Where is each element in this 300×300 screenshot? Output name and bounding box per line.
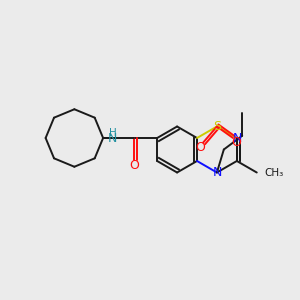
Text: O: O	[129, 159, 139, 172]
Text: S: S	[213, 120, 221, 133]
Text: H: H	[109, 128, 116, 138]
Text: N: N	[108, 133, 117, 146]
Text: O: O	[231, 136, 241, 149]
Text: N: N	[213, 166, 223, 179]
Text: O: O	[195, 141, 205, 154]
Text: CH₃: CH₃	[265, 167, 284, 178]
Text: N: N	[233, 131, 242, 145]
